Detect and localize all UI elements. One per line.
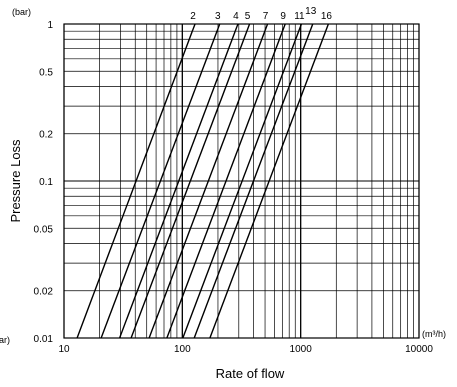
- y-tick-label: 0.1: [39, 177, 53, 188]
- series-label-7: 7: [263, 11, 269, 22]
- y-tick-label: 0.01: [34, 334, 54, 345]
- series-label-3: 3: [215, 11, 221, 22]
- series-line-16: [209, 23, 330, 339]
- series-line-2: [76, 23, 196, 339]
- series-line-13: [193, 23, 314, 339]
- series-label-5: 5: [245, 11, 251, 22]
- series-label-16: 16: [321, 11, 333, 22]
- series-line-11: [182, 23, 303, 339]
- y-tick-label: 0.02: [34, 287, 54, 298]
- x-tick-label: 100: [174, 344, 191, 355]
- y-tick-label: 0.5: [39, 67, 53, 78]
- x-tick-label: 1000: [290, 344, 313, 355]
- y-unit-label-bottom: (bar): [0, 335, 10, 345]
- series-label-13: 13: [305, 6, 317, 17]
- x-axis-title: Rate of flow: [216, 366, 285, 381]
- series-line-9: [166, 23, 286, 339]
- y-tick-label: 0.2: [39, 130, 53, 141]
- series-line-5: [130, 23, 251, 339]
- series-label-4: 4: [233, 11, 239, 22]
- y-axis-title: Pressure Loss: [8, 139, 23, 223]
- series-line-7: [148, 23, 269, 339]
- x-tick-label: 10: [58, 344, 70, 355]
- y-tick-label: 1: [47, 20, 53, 31]
- series-label-9: 9: [280, 11, 286, 22]
- y-unit-label: (bar): [12, 7, 31, 17]
- series-line-3: [100, 23, 221, 339]
- series-line-4: [118, 23, 239, 339]
- tick-labels: 10 100 1000 10000 1 0.5 0.2 0.1 0.05 0.02 0.01: [34, 20, 434, 355]
- curves: 2 3 4 5 7 9 11 13 16: [76, 6, 333, 339]
- x-tick-label: 10000: [405, 344, 433, 355]
- x-unit-label: (m³/h): [422, 329, 446, 339]
- series-label-11: 11: [294, 11, 305, 22]
- series-label-2: 2: [190, 11, 196, 22]
- y-tick-label: 0.05: [34, 224, 54, 235]
